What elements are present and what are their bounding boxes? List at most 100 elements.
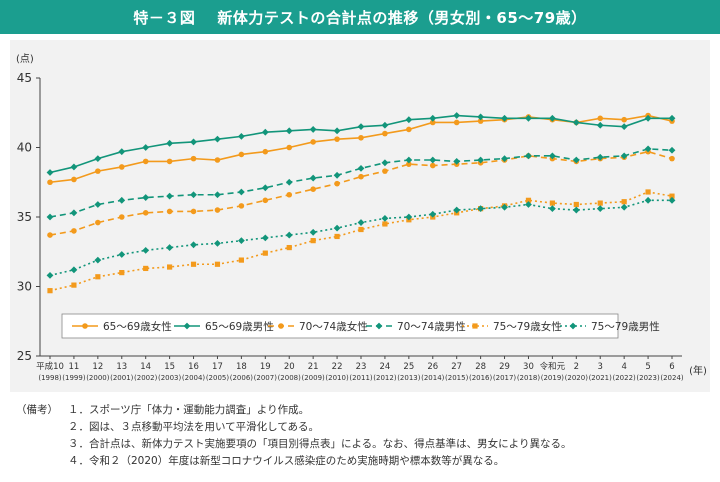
data-point bbox=[214, 207, 221, 213]
data-point bbox=[453, 206, 461, 214]
data-point bbox=[118, 251, 126, 258]
x-tick-label-era: 12 bbox=[92, 362, 103, 372]
x-tick-label-year: (2011) bbox=[349, 374, 373, 382]
x-tick-label-era: 6 bbox=[669, 362, 674, 372]
data-point bbox=[237, 188, 245, 196]
data-point bbox=[477, 156, 485, 164]
x-tick-label-era: 30 bbox=[523, 362, 534, 372]
x-tick-label-era: 18 bbox=[236, 362, 247, 372]
legend-swatch-marker bbox=[569, 322, 577, 330]
data-point bbox=[190, 261, 197, 267]
data-point bbox=[118, 214, 125, 220]
data-point bbox=[262, 250, 268, 256]
data-point bbox=[309, 174, 317, 182]
data-point bbox=[405, 116, 413, 124]
data-point bbox=[429, 162, 436, 169]
legend-swatch-marker bbox=[375, 322, 383, 330]
data-point bbox=[501, 114, 508, 122]
y-tick-label: 40 bbox=[17, 141, 32, 155]
line-chart: 2530354045(点)平成10(1998)11(1999)12(2000)1… bbox=[16, 53, 707, 382]
x-tick-label-era: 28 bbox=[475, 362, 486, 372]
data-point bbox=[166, 139, 174, 147]
x-tick-label-year: (2017) bbox=[493, 374, 517, 382]
x-tick-label-year: (2000) bbox=[86, 374, 110, 382]
x-tick-label-era: 15 bbox=[164, 362, 175, 372]
figure-title: 新体力テストの合計点の推移（男女別・65～79歳） bbox=[217, 8, 587, 27]
data-point bbox=[286, 191, 293, 198]
data-point bbox=[357, 219, 365, 226]
x-tick-label-year: (2009) bbox=[302, 374, 326, 382]
data-point bbox=[285, 231, 293, 239]
data-point bbox=[334, 136, 340, 142]
data-point bbox=[261, 184, 269, 192]
data-point bbox=[620, 152, 628, 160]
data-point bbox=[94, 155, 102, 163]
series-2 bbox=[46, 112, 676, 176]
data-point bbox=[71, 176, 77, 183]
data-point bbox=[333, 224, 341, 232]
data-point bbox=[214, 261, 221, 267]
legend-label: 75～79歳女性 bbox=[493, 320, 562, 333]
x-tick-label-era: 22 bbox=[332, 362, 343, 372]
data-point bbox=[47, 179, 53, 186]
x-tick-label-year: (2010) bbox=[325, 374, 349, 382]
x-tick-label-year: (1998) bbox=[38, 374, 62, 382]
x-tick-label-year: (2008) bbox=[278, 374, 302, 382]
data-point bbox=[95, 168, 101, 174]
x-tick-label-era: 令和元 bbox=[540, 361, 566, 372]
x-tick-label-era: 2 bbox=[574, 362, 579, 372]
data-point bbox=[644, 145, 652, 153]
data-point bbox=[238, 203, 245, 209]
x-tick-label-year: (2016) bbox=[469, 374, 493, 382]
legend-label: 75～79歳男性 bbox=[591, 320, 660, 333]
data-point bbox=[406, 126, 412, 133]
data-point bbox=[119, 270, 125, 276]
legend-swatch-marker bbox=[472, 323, 478, 329]
data-point bbox=[238, 151, 245, 158]
data-point bbox=[262, 197, 269, 204]
data-point bbox=[46, 213, 54, 221]
series-layer bbox=[46, 112, 676, 294]
x-tick-label-year: (2006) bbox=[230, 374, 254, 382]
data-point bbox=[214, 135, 221, 143]
data-point bbox=[70, 266, 78, 274]
data-point bbox=[381, 159, 389, 167]
data-point bbox=[669, 193, 675, 199]
legend-item-1: 65～69歳女性 bbox=[72, 320, 172, 333]
data-point bbox=[668, 114, 676, 122]
x-tick-label-era: 14 bbox=[140, 362, 151, 372]
x-tick-label-era: 13 bbox=[116, 362, 127, 372]
data-point bbox=[237, 237, 245, 245]
data-point bbox=[95, 274, 101, 280]
data-point bbox=[572, 206, 580, 214]
chart-axes: 2530354045(点)平成10(1998)11(1999)12(2000)1… bbox=[16, 53, 707, 382]
data-point bbox=[95, 219, 101, 226]
x-tick-label-year: (2021) bbox=[589, 374, 613, 382]
note-item-4: ４．令和２（2020）年度は新型コロナウイルス感染症のため実施時期や標本数等が異… bbox=[68, 455, 505, 467]
y-tick-label: 25 bbox=[17, 349, 32, 363]
legend-item-3: 70～74歳女性 bbox=[268, 320, 368, 333]
data-point bbox=[358, 226, 364, 233]
x-tick-label-year: (2002) bbox=[134, 374, 158, 382]
data-point bbox=[286, 144, 293, 151]
data-point bbox=[71, 282, 77, 288]
data-point bbox=[47, 288, 53, 294]
data-point bbox=[143, 265, 149, 272]
series-4 bbox=[46, 145, 676, 221]
data-point bbox=[94, 256, 102, 264]
data-point bbox=[548, 152, 556, 160]
x-tick-label-year: (2003) bbox=[158, 374, 182, 382]
data-point bbox=[620, 203, 628, 211]
legend-item-2: 65～69歳男性 bbox=[174, 320, 274, 333]
data-point bbox=[453, 112, 461, 119]
data-point bbox=[429, 119, 436, 126]
data-point bbox=[477, 205, 485, 213]
legend-swatch-marker bbox=[183, 322, 191, 330]
y-axis-label: (点) bbox=[16, 53, 34, 65]
data-point bbox=[405, 213, 413, 221]
data-point bbox=[548, 114, 556, 122]
data-point bbox=[166, 192, 174, 200]
x-tick-label-year: (2015) bbox=[445, 374, 469, 382]
data-point bbox=[549, 200, 555, 206]
data-point bbox=[334, 233, 340, 240]
